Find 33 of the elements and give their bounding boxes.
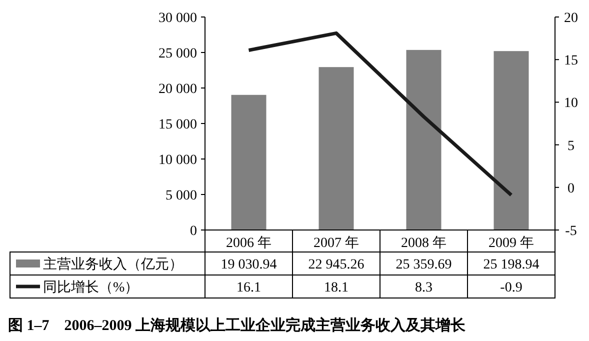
- data-label: 18.1: [324, 280, 348, 296]
- y2-tick-label: 0: [568, 181, 574, 196]
- data-label: 16.1: [236, 280, 261, 296]
- data-label: 22 945.26: [308, 258, 364, 272]
- data-label: -0.9: [500, 280, 522, 296]
- y2-tick-label: 5: [568, 138, 574, 154]
- bar: [494, 51, 529, 230]
- data-label: 8.3: [415, 280, 432, 296]
- y2-tick-label: -5: [565, 224, 577, 239]
- y-tick-label: 0: [190, 224, 197, 239]
- line-series: [247, 31, 513, 197]
- x-tick-label: 2007 年: [314, 235, 359, 251]
- text: 图 1–7 2006–2009 上海规模以上工业企业完成主营业务收入及其增长: [8, 316, 466, 334]
- x-tick-label: 2009 年: [488, 235, 534, 251]
- y-tick-label: 30 000: [158, 11, 197, 26]
- y2-tick-label: 20: [564, 11, 578, 26]
- x-tick-label: 2008 年: [401, 235, 446, 251]
- legend-label: 同比增长（%）: [43, 280, 139, 296]
- bar: [231, 94, 266, 230]
- data-label: 19 030.94: [220, 258, 277, 272]
- data-label: 25 359.69: [396, 258, 452, 272]
- data-label: 25 198.94: [483, 258, 540, 272]
- y-tick-label: 5 000: [166, 188, 197, 204]
- y-tick-label: 15 000: [158, 118, 197, 132]
- y2-tick-label: 15: [564, 54, 578, 69]
- y2-tick-label: 10: [564, 96, 578, 112]
- y-tick-label: 20 000: [158, 82, 197, 97]
- y-tick-label: 25 000: [158, 46, 197, 62]
- x-tick-label: 2006 年: [226, 235, 272, 251]
- bar: [318, 67, 354, 230]
- legend-label: 主营业务收入（亿元）: [43, 256, 183, 272]
- bar: [406, 50, 442, 230]
- y-tick-label: 10 000: [158, 153, 197, 168]
